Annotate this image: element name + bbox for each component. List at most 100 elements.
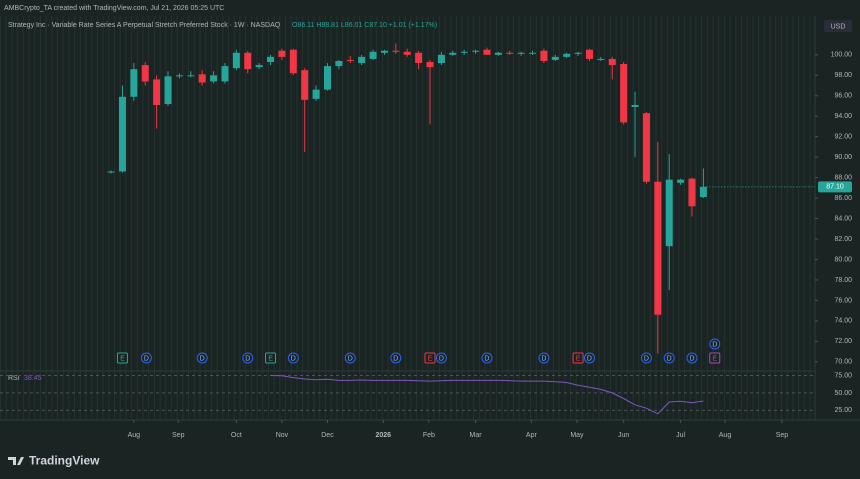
candle-body [551, 56, 559, 60]
x-tick-label: Feb [423, 432, 435, 439]
candle-body [198, 74, 206, 83]
event-icon [390, 352, 402, 364]
event-label: D [587, 355, 592, 362]
x-tick-label: Apr [526, 432, 538, 439]
event-marker: E [709, 352, 721, 364]
x-tick-label: Dec [321, 432, 334, 439]
y-tick-label: 80.00 [834, 256, 852, 263]
event-label: D [439, 355, 444, 362]
event-label: D [393, 355, 398, 362]
candle-body [278, 50, 286, 57]
candle-body [369, 51, 377, 59]
event-icon [344, 352, 356, 364]
candle-body [221, 66, 229, 82]
x-tick-label: Sep [776, 432, 789, 439]
header: AMBCrypto_TA created with TradingView.co… [4, 5, 224, 12]
event-label: D [144, 355, 149, 362]
x-tick-label: Aug [128, 432, 141, 439]
event-icon [538, 352, 550, 364]
y-tick-label: 100.00 [831, 52, 853, 59]
y-tick-label: 78.00 [834, 277, 852, 284]
candle-body [699, 186, 707, 198]
event-marker: D [663, 352, 675, 364]
brand: TradingView [29, 454, 100, 468]
x-tick-label: Jun [618, 432, 629, 439]
candle-body [301, 70, 309, 100]
candle-body [585, 49, 593, 59]
rsi-line [270, 375, 704, 415]
candle-body [210, 75, 218, 82]
candle-body [175, 75, 183, 77]
candle-body [688, 178, 696, 207]
x-tick-label: Aug [719, 432, 732, 439]
event-marker: D [390, 352, 402, 364]
last-price-box [818, 181, 852, 193]
y-tick-label: 50.00 [834, 390, 852, 397]
symbol-title: Strategy Inc · Variable Rate Series A Pe… [8, 22, 281, 29]
event-icon [640, 352, 652, 364]
event-marker: E [116, 352, 128, 364]
event-icon [572, 352, 584, 364]
event-marker: D [287, 352, 299, 364]
candle-body [267, 56, 275, 62]
event-marker: D [344, 352, 356, 364]
candle-body [335, 60, 343, 67]
event-marker: D [196, 352, 208, 364]
candle-body [460, 51, 468, 53]
candle-body [232, 52, 240, 69]
event-icon [116, 352, 128, 364]
event-label: E [576, 355, 581, 362]
candle-body [472, 50, 480, 52]
event-label: D [348, 355, 353, 362]
event-icon [686, 352, 698, 364]
event-marker: D [140, 352, 152, 364]
event-label: D [484, 355, 489, 362]
candle-body [107, 171, 115, 173]
event-marker: E [572, 352, 584, 364]
x-tick-label: Mar [470, 432, 483, 439]
event-marker: D [640, 352, 652, 364]
candle-body [130, 69, 138, 97]
currency: USD [831, 23, 846, 30]
event-icon [196, 352, 208, 364]
candle-body [449, 52, 457, 55]
event-marker: D [686, 352, 698, 364]
candle-body [380, 50, 388, 53]
event-label: D [245, 355, 250, 362]
y-tick-label: 94.00 [834, 113, 852, 120]
event-label: D [200, 355, 205, 362]
event-marker: D [709, 338, 721, 350]
event-label: E [712, 355, 717, 362]
candle-body [597, 58, 605, 60]
candle-body [574, 52, 582, 54]
y-tick-label: 72.00 [834, 338, 852, 345]
candle-body [529, 52, 537, 54]
y-tick-label: 75.00 [834, 372, 852, 379]
event-icon [481, 352, 493, 364]
candle-body [517, 52, 525, 54]
candle-body [483, 49, 491, 55]
event-icon [709, 352, 721, 364]
event-marker: E [424, 352, 436, 364]
candle-body [187, 75, 195, 77]
candle-body [494, 52, 502, 55]
event-label: D [541, 355, 546, 362]
x-tick-label: Sep [172, 432, 185, 439]
candle-body [255, 65, 263, 68]
event-marker: D [435, 352, 447, 364]
event-label: D [667, 355, 672, 362]
candle-body [540, 50, 548, 61]
x-tick-label: 2026 [376, 432, 392, 439]
candle-body [608, 58, 616, 66]
candle-body [654, 181, 662, 315]
x-tick-label: May [570, 432, 584, 439]
event-icon [242, 352, 254, 364]
candle-body [665, 179, 673, 247]
candle-body [677, 179, 685, 183]
x-tick-label: Jul [676, 432, 685, 439]
y-tick-label: 76.00 [834, 297, 852, 304]
candle-body [631, 104, 639, 108]
event-icon [583, 352, 595, 364]
